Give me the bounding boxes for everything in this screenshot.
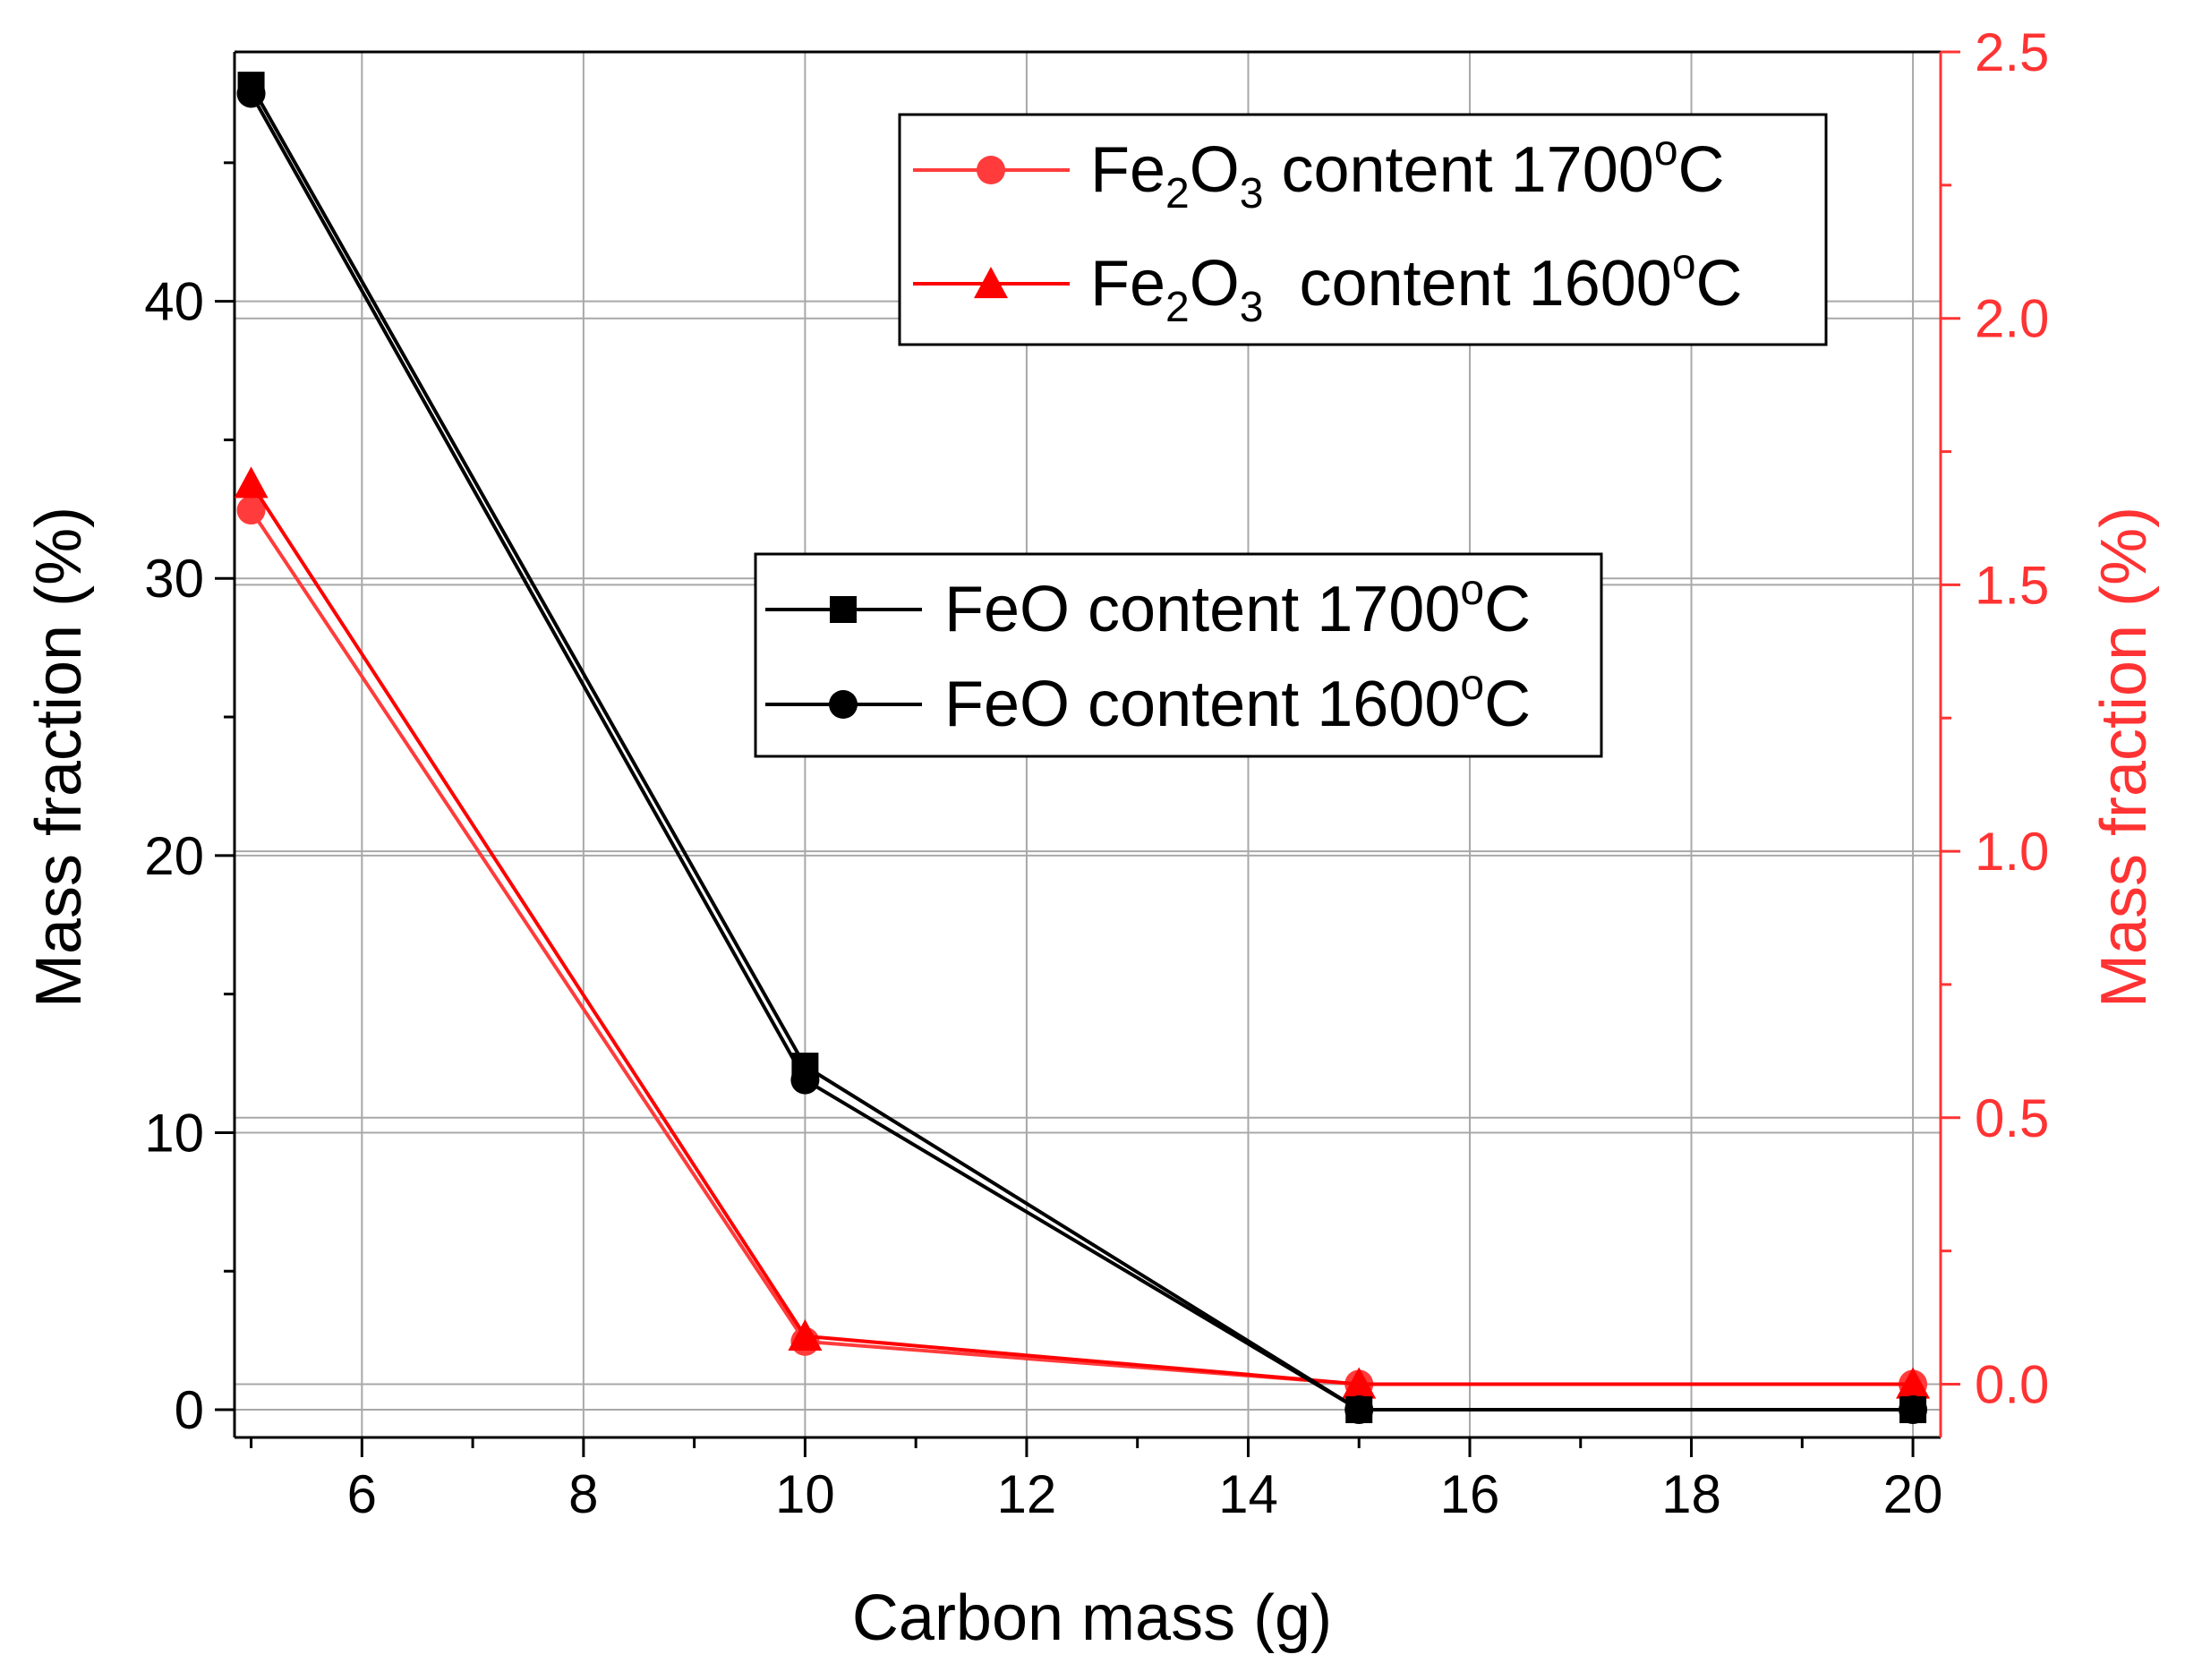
data-point [236,79,266,108]
y-left-tick-label: 40 [144,272,204,332]
legend-text: C [1696,248,1743,320]
legend-item-fe2o3: Fe2O3 content 1700oC [913,127,1725,217]
legend-fe2o3-box [898,113,1828,346]
legend-item-feo: FeO content 1600oC [765,661,1531,740]
x-axis-label: Carbon mass (g) [852,1582,1332,1654]
x-tick-label: 8 [568,1464,598,1524]
legend-superscript: o [1654,127,1678,175]
y-left-tick-label: 20 [144,826,204,886]
x-tick-label: 12 [997,1464,1057,1524]
data-point [236,496,266,525]
legend-text: C [1484,669,1531,740]
legend-feo-box [754,552,1603,758]
y-left-tick-label: 30 [144,549,204,609]
legend-text: Fe [1090,134,1165,206]
y-right-tick-label: 0.5 [1975,1088,2049,1148]
axis-labels: Carbon mass (g) Mass fraction (%) Mass f… [23,507,2160,1654]
legend-superscript: o [1460,661,1484,709]
x-tick-label: 18 [1661,1464,1721,1524]
series-layer [234,72,1931,1425]
legend-text: O [1190,248,1240,320]
legend-text: content 1700 [1263,134,1653,206]
legend-subscript: 2 [1165,284,1190,331]
legend-subscript: 3 [1240,284,1264,331]
legend-label: FeO content 1700oC [944,567,1531,645]
axis-ticks: 6 8 10 12 14 16 18 20 0 10 20 30 40 0.0 0.5 1.0 1.5 2.0 2.… [144,22,2049,1524]
y-right-tick-label: 0.0 [1975,1354,2049,1414]
series-triangle-right [234,466,1931,1399]
legend-marker [974,267,1008,299]
legend-label: Fe2O3 content 1700oC [1090,127,1725,217]
data-point [1342,1367,1377,1399]
data-point [790,1065,820,1095]
y-right-tick-label: 2.0 [1975,289,2049,349]
x-tick-label: 6 [347,1464,377,1524]
legend-text: O [1190,134,1240,206]
data-point [1899,1395,1928,1425]
legend-item-fe2o3: Fe2O3 content 1600oC [913,241,1743,331]
legend-subscript: 2 [1165,170,1190,217]
legend-label: FeO content 1600oC [944,661,1531,740]
y-right-tick-label: 1.0 [1975,822,2049,882]
legend-subscript: 3 [1240,170,1264,217]
legend-text: content 1600 [1263,248,1671,320]
legend-label: Fe2O3 content 1600oC [1090,241,1743,331]
x-tick-label: 20 [1883,1464,1943,1524]
data-point [1896,1367,1931,1399]
legend-text: Fe [1090,248,1165,320]
y-left-tick-label: 0 [175,1380,204,1440]
series-circle-left [236,79,1928,1425]
data-point [234,466,269,499]
legend-item-feo: FeO content 1700oC [765,567,1531,645]
y-right-tick-label: 2.5 [1975,22,2049,82]
legend-text: FeO content 1700 [944,574,1460,645]
legend-text: C [1484,574,1531,645]
x-tick-label: 16 [1440,1464,1500,1524]
y-right-tick-label: 1.5 [1975,555,2049,615]
x-tick-label: 14 [1218,1464,1278,1524]
legend-superscript: o [1460,567,1484,614]
legend-text: C [1678,134,1725,206]
y-left-tick-label: 10 [144,1103,204,1163]
legend-marker [829,690,858,719]
legend-superscript: o [1672,241,1696,288]
legend-marker [830,596,857,623]
legend-text: FeO content 1600 [944,669,1460,740]
legend-marker [977,156,1005,184]
data-point [1344,1395,1374,1425]
x-tick-label: 10 [775,1464,835,1524]
y-axis-label-right: Mass fraction (%) [2088,507,2160,1008]
series-line [249,482,1914,1386]
y-axis-label-left: Mass fraction (%) [23,507,95,1008]
data-point [788,1318,823,1352]
series-line [249,92,1914,1412]
plot-frame [233,50,1942,1439]
